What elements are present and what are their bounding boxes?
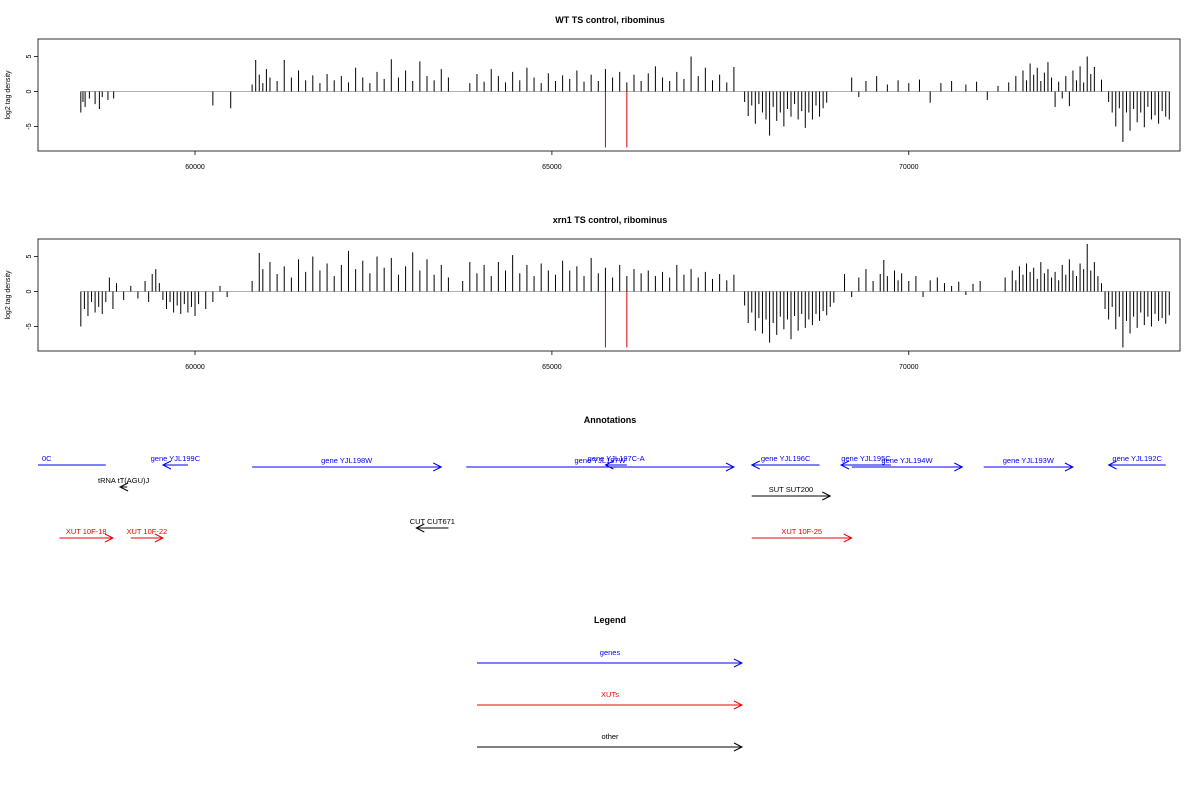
feature-arrowhead [118,482,129,492]
annotations-title: Annotations [584,415,637,425]
feature-arrowhead [954,462,964,472]
feature-xut-10f-18: XUT 10F-18 [59,527,115,543]
feature-cut-cut671: CUT CUT671 [410,517,455,533]
xrn1-x-tick-label: 70000 [899,364,919,371]
feature-label: XUT 10F-25 [781,527,822,536]
feature-gene-yjl195c: gene YJL195C [839,454,891,470]
feature-gene-yjl199c: gene YJL199C [151,454,201,470]
feature-xut-10f-22: XUT 10F-22 [126,527,167,543]
wt-x-tick-label: 70000 [899,164,919,171]
xrn1-panel: xrn1 TS control, ribominus log2 tag dens… [5,215,1181,371]
feature-arrowhead [433,462,443,472]
feature-trna-tt-agu-j: tRNA tT(AGU)J [98,476,150,492]
xrn1-plot-frame [37,238,1181,352]
xrn1-y-tick-label: -5 [26,323,33,329]
feature-label: gene YJL197C-A [588,454,645,463]
feature-xut-10f-25: XUT 10F-25 [751,527,853,543]
wt-y-axis-label: log2 tag density [5,70,12,120]
feature-label: SUT SUT200 [769,485,813,494]
legend-label: XUTs [601,690,619,699]
wt-panel-title: WT TS control, ribominus [555,15,665,25]
feature-label: XUT 10F-18 [66,527,107,536]
feature-gene-yjl200c: 0C [38,454,106,466]
feature-arrowhead [843,533,853,543]
feature-label: gene YJL193W [1003,456,1055,465]
legend: Legend genes XUTs other [477,615,744,752]
feature-arrowhead [725,462,736,472]
legend-arrowhead [733,742,744,752]
feature-label: gene YJL197W [575,456,627,465]
legend-arrowhead [733,658,744,668]
feature-label: tRNA tT(AGU)J [98,476,150,485]
wt-y-tick-label: 5 [26,54,33,58]
feature-label: 0C [42,454,52,463]
feature-arrowhead [839,460,850,470]
annotations-track: Annotations 0C gene YJL199C gene YJL198W ge… [38,415,1166,543]
feature-label: gene YJL194W [881,456,933,465]
feature-gene-yjl196c: gene YJL196C [750,454,820,470]
xrn1-x-tick-label: 60000 [185,364,205,371]
legend-label: other [601,732,619,741]
wt-x-tick-label: 60000 [185,164,205,171]
wt-x-tick-label: 65000 [542,164,562,171]
legend-title: Legend [594,615,626,625]
feature-label: gene YJL195C [841,454,891,463]
legend-label: genes [600,648,621,657]
xrn1-y-tick-label: 5 [26,254,33,258]
feature-gene-yjl198w: gene YJL198W [252,456,443,472]
wt-y-tick-label: -5 [26,123,33,129]
feature-label: gene YJL196C [761,454,811,463]
feature-gene-yjl197w: gene YJL197W [466,456,736,472]
feature-label: CUT CUT671 [410,517,455,526]
feature-arrowhead [415,523,425,533]
feature-arrowhead [104,533,115,543]
feature-gene-yjl192c: gene YJL192C [1107,454,1166,470]
feature-label: gene YJL192C [1112,454,1162,463]
feature-gene-yjl193w: gene YJL193W [983,456,1075,472]
xrn1-panel-title: xrn1 TS control, ribominus [553,215,668,225]
legend-entry-genes: genes [477,648,744,668]
feature-arrowhead [1107,460,1117,470]
feature-arrowhead [604,460,614,470]
xrn1-y-axis-label: log2 tag density [5,270,12,320]
wt-plot-frame [37,38,1181,152]
xrn1-y-tick-label: 0 [26,289,33,293]
feature-arrowhead [822,491,832,501]
feature-arrowhead [161,460,172,470]
feature-label: XUT 10F-22 [126,527,167,536]
feature-label: gene YJL198W [321,456,373,465]
legend-entry-other: other [477,732,744,752]
feature-label: gene YJL199C [151,454,201,463]
feature-sut-sut200: SUT SUT200 [751,485,832,501]
wt-panel: WT TS control, ribominus log2 tag densit… [5,15,1181,171]
feature-arrowhead [154,533,165,543]
feature-gene-yjl197c-a: gene YJL197C-A [588,454,645,470]
legend-arrowhead [733,700,744,710]
feature-gene-yjl194w: gene YJL194W [851,456,964,472]
wt-y-tick-label: 0 [26,89,33,93]
feature-arrowhead [1064,462,1075,472]
feature-arrowhead [750,460,760,470]
legend-entry-xuts: XUTs [477,690,744,710]
xrn1-x-tick-label: 65000 [542,364,562,371]
